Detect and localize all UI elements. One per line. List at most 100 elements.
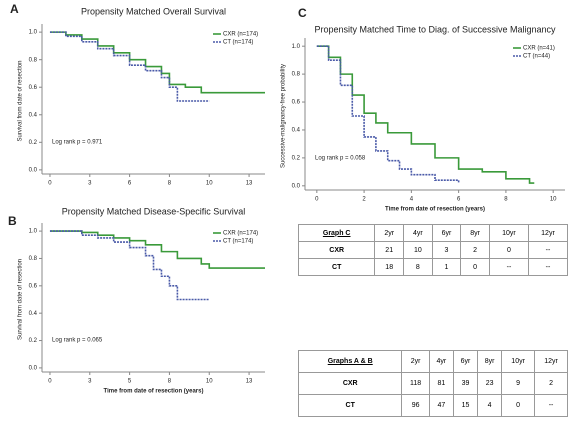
y-axis-label: Successive-malignancy-free probability (281, 64, 287, 168)
table-cell: 118 (401, 372, 430, 395)
table-cell: 4yr (428, 350, 454, 373)
table-cell: 4 (477, 394, 503, 417)
table-cell: 0 (501, 394, 536, 417)
table-c: Graph C 2yr 4yr 6yr 8yr 10yr 12yr CXR 21 10 3 2 0 -- C… (297, 224, 569, 276)
table-cell: 39 (452, 372, 479, 395)
y-tick-label: 0.4 (29, 112, 38, 118)
x-tick-label: 5 (128, 379, 132, 385)
table-cell: 81 (428, 372, 454, 395)
table-cell: 0 (460, 258, 490, 276)
x-tick-label: 0 (48, 379, 52, 385)
table-cell: 18 (374, 258, 405, 276)
table-cell: 8 (403, 258, 433, 276)
table-cell: 8yr (477, 350, 503, 373)
y-tick-label: 0.6 (29, 85, 38, 91)
x-tick-label: 0 (315, 197, 319, 203)
table-cell: CXR (297, 241, 376, 259)
table-cell: 8yr (460, 224, 490, 242)
table-cell: 4yr (403, 224, 433, 242)
survival-curve (49, 230, 210, 301)
table-cell: 15 (452, 394, 479, 417)
survival-curve (49, 230, 265, 269)
table-cell: -- (527, 258, 569, 276)
y-tick-label: 1.0 (29, 229, 38, 235)
legend-label: CT (n=174) (223, 40, 253, 46)
table-cell: 9 (501, 372, 536, 395)
table-cell: 10yr (501, 350, 536, 373)
y-tick-label: 1.0 (29, 30, 38, 36)
survival-curve (316, 45, 535, 184)
y-tick-label: 0.0 (29, 167, 38, 173)
table-cell: 2 (460, 241, 490, 259)
x-tick-label: 10 (550, 197, 557, 203)
x-tick-label: 8 (504, 197, 508, 203)
table-cell: 10 (403, 241, 433, 259)
y-tick-label: 0.0 (292, 183, 301, 189)
y-axis-label: Survival from date of resection (18, 259, 24, 340)
table-cell: -- (527, 241, 569, 259)
panel-label: A (10, 2, 19, 16)
x-tick-label: 3 (88, 379, 92, 385)
legend-label: CXR (n=41) (523, 46, 555, 52)
table-cell: CXR (297, 372, 403, 395)
table-cell: 0 (488, 241, 529, 259)
x-tick-label: 6 (457, 197, 461, 203)
panel-label: C (298, 6, 307, 20)
y-tick-label: 0.2 (292, 155, 301, 161)
table-cell: -- (488, 258, 529, 276)
x-axis-label: Time from date of resection (years) (104, 389, 204, 395)
y-tick-label: 0.2 (29, 140, 38, 146)
table-cell: Graph C (297, 224, 376, 242)
table-cell: -- (534, 394, 568, 417)
y-tick-label: 0.8 (292, 72, 301, 78)
y-tick-label: 0.8 (29, 57, 38, 63)
table-cell: CT (297, 394, 403, 417)
table-cell: 2yr (401, 350, 430, 373)
annotation: Log rank p = 0.971 (52, 140, 103, 146)
table-cell: 2 (534, 372, 568, 395)
x-tick-label: 10 (206, 379, 213, 385)
x-tick-label: 3 (88, 181, 92, 187)
table-cell: 2yr (374, 224, 405, 242)
table-cell: 6yr (452, 350, 479, 373)
table-cell: 47 (428, 394, 454, 417)
table-cell: Graphs A & B (297, 350, 403, 373)
table-cell: 10yr (488, 224, 529, 242)
table-row: Graphs A & B 2yr 4yr 6yr 8yr 10yr 12yr (297, 350, 568, 373)
x-tick-label: 0 (48, 181, 52, 187)
table-cell: 12yr (534, 350, 568, 373)
table-cell: 96 (401, 394, 430, 417)
x-tick-label: 10 (206, 181, 213, 187)
table-cell: 3 (431, 241, 462, 259)
y-tick-label: 0.2 (29, 338, 38, 344)
table-cell: 1 (431, 258, 462, 276)
table-row: CXR 118 81 39 23 9 2 (297, 372, 568, 395)
x-tick-label: 13 (246, 379, 253, 385)
y-tick-label: 0.4 (29, 311, 38, 317)
x-tick-label: 2 (362, 197, 366, 203)
y-tick-label: 0.8 (29, 256, 38, 262)
survival-curve (316, 45, 460, 184)
table-row: Graph C 2yr 4yr 6yr 8yr 10yr 12yr (297, 224, 569, 242)
table-ab: Graphs A & B 2yr 4yr 6yr 8yr 10yr 12yr CXR 118 81… (297, 350, 568, 417)
legend-label: CT (n=174) (223, 239, 253, 245)
y-axis-label: Survival from date of resection (18, 60, 24, 141)
y-tick-label: 0.0 (29, 365, 38, 371)
table-row: CT 18 8 1 0 -- -- (297, 258, 569, 276)
table-cell: 21 (374, 241, 405, 259)
legend-label: CT (n=44) (523, 54, 550, 60)
y-tick-label: 0.4 (292, 128, 301, 134)
annotation: Log rank p = 0.065 (52, 338, 103, 344)
y-tick-label: 0.6 (29, 283, 38, 289)
panel-label: B (8, 214, 17, 228)
x-tick-label: 6 (128, 181, 132, 187)
table-cell: 6yr (431, 224, 462, 242)
table-cell: 12yr (527, 224, 569, 242)
x-tick-label: 4 (410, 197, 414, 203)
survival-curve (49, 31, 210, 102)
table-row: CXR 21 10 3 2 0 -- (297, 241, 569, 259)
table-cell: 23 (477, 372, 503, 395)
legend-label: CXR (n=174) (223, 231, 258, 237)
